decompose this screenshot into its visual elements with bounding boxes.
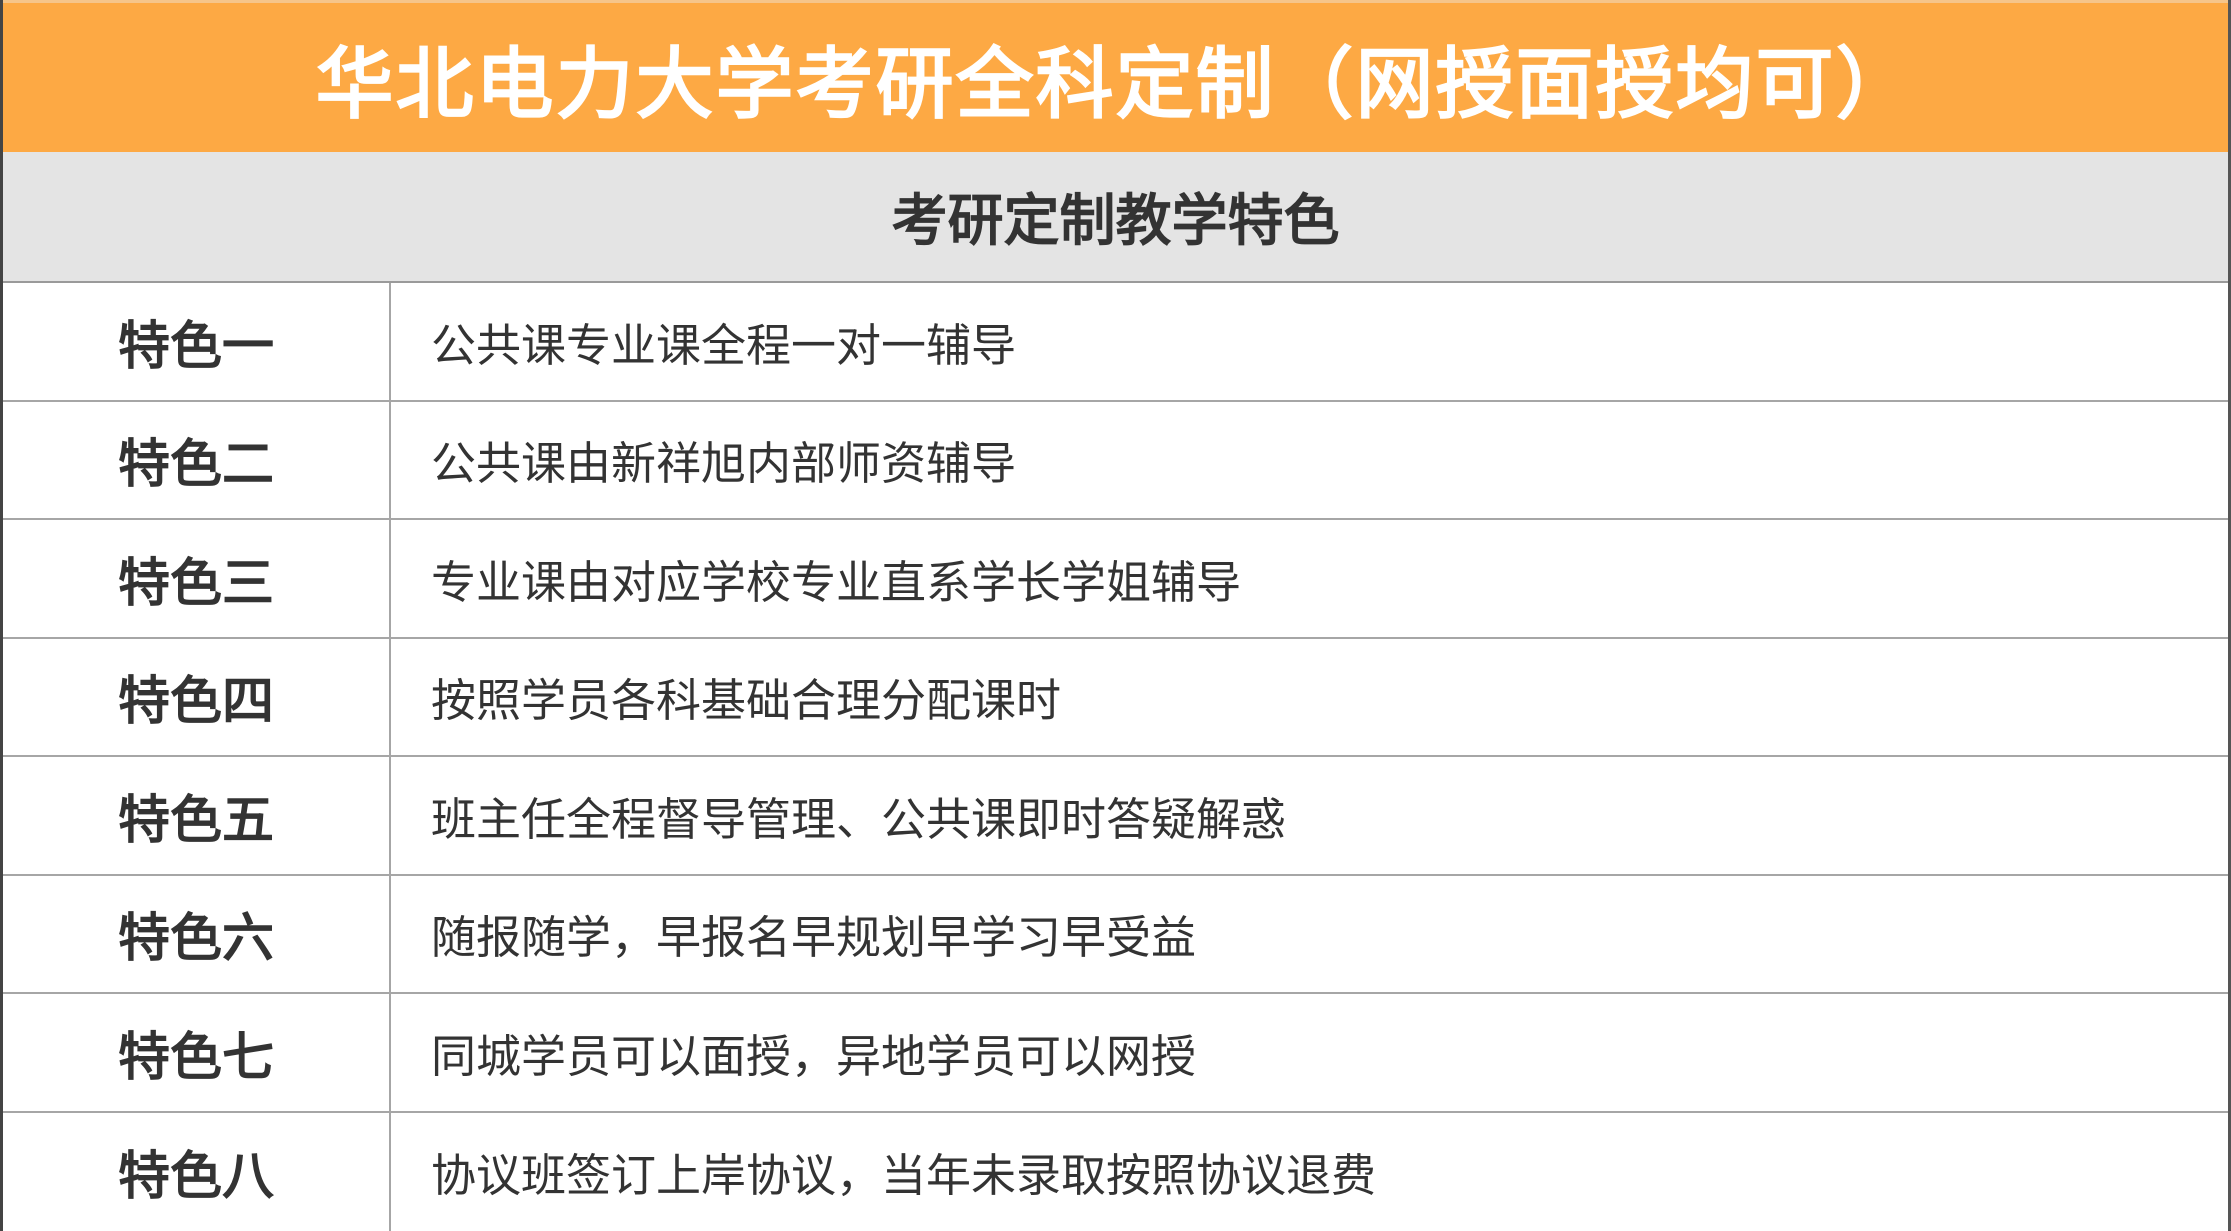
feature-label: 特色八: [3, 1112, 391, 1231]
feature-label: 特色四: [3, 638, 391, 755]
section-heading: 考研定制教学特色: [3, 152, 2228, 283]
table-row: 特色二 公共课由新祥旭内部师资辅导: [3, 401, 2228, 520]
table-row: 特色八 协议班签订上岸协议，当年未录取按照协议退费: [3, 1112, 2228, 1231]
feature-rows: 特色一 公共课专业课全程一对一辅导 特色二 公共课由新祥旭内部师资辅导 特色三 专业课由对…: [3, 283, 2228, 1231]
feature-description: 公共课专业课全程一对一辅导: [431, 318, 1017, 372]
table-row: 特色四 按照学员各科基础合理分配课时: [3, 638, 2228, 757]
feature-description: 同城学员可以面授，异地学员可以网授: [431, 1029, 1197, 1083]
feature-description: 公共课由新祥旭内部师资辅导: [431, 437, 1017, 491]
feature-label: 特色五: [3, 757, 391, 874]
feature-label: 特色三: [3, 520, 391, 637]
feature-description: 随报随学，早报名早规划早学习早受益: [431, 911, 1197, 965]
page-title: 华北电力大学考研全科定制（网授面授均可）: [3, 0, 2228, 152]
feature-label: 特色七: [3, 994, 391, 1111]
feature-description: 按照学员各科基础合理分配课时: [431, 674, 1062, 728]
feature-label: 特色二: [3, 401, 391, 518]
feature-description: 专业课由对应学校专业直系学长学姐辅导: [431, 555, 1242, 609]
table-row: 特色五 班主任全程督导管理、公共课即时答疑解惑: [3, 757, 2228, 876]
table-row: 特色三 专业课由对应学校专业直系学长学姐辅导: [3, 520, 2228, 639]
table-row: 特色七 同城学员可以面授，异地学员可以网授: [3, 994, 2228, 1113]
feature-label: 特色一: [3, 283, 391, 400]
feature-description: 班主任全程督导管理、公共课即时答疑解惑: [431, 792, 1287, 846]
feature-label: 特色六: [3, 875, 391, 992]
table-row: 特色六 随报随学，早报名早规划早学习早受益: [3, 875, 2228, 994]
feature-description: 协议班签订上岸协议，当年未录取按照协议退费: [431, 1149, 1377, 1203]
table-row: 特色一 公共课专业课全程一对一辅导: [3, 283, 2228, 402]
